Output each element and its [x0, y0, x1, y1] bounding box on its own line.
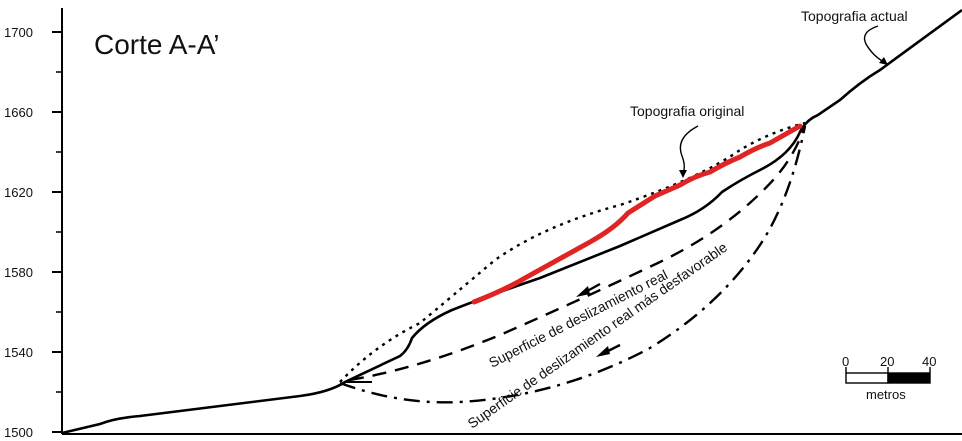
scale-bar: 0 20 40 metros [842, 354, 936, 402]
scale-bar-white-segment [845, 372, 889, 384]
unfavorable-slip-surface-dashdot-line [339, 125, 807, 404]
unfavorable-surface-arrowhead [596, 346, 610, 357]
y-tick-label: 1700 [4, 25, 33, 40]
scale-label-40: 40 [922, 354, 936, 369]
real-slip-surface-dashed-line [349, 125, 807, 382]
label-topografia-original: Topografia original [630, 103, 744, 119]
leader-topografia-original [679, 125, 699, 175]
y-tick-label: 1580 [4, 265, 33, 280]
leader-arrowhead-topografia-actual [879, 57, 888, 65]
figure-title: Corte A-A’ [94, 29, 220, 60]
y-tick-label: 1540 [4, 345, 33, 360]
scale-label-20: 20 [880, 354, 894, 369]
scale-unit-label: metros [866, 387, 906, 402]
label-superficie-desfavorable: Superficie de deslizamiento real más des… [465, 239, 731, 432]
y-tick-label: 1500 [4, 425, 33, 440]
original-topography-red-line [471, 123, 803, 305]
label-topografia-actual: Topografia actual [801, 8, 908, 24]
leader-topografia-actual [863, 25, 885, 63]
scale-label-0: 0 [842, 354, 849, 369]
scale-bar-black-segment [887, 372, 931, 384]
leader-arrowhead-topografia-original [679, 170, 687, 178]
current-topography-line [61, 8, 962, 435]
y-tick-label: 1660 [4, 105, 33, 120]
y-axis-minor-ticks [56, 71, 62, 393]
y-tick-label: 1620 [4, 185, 33, 200]
real-surface-arrowhead [576, 286, 590, 297]
y-axis-major-ticks [52, 31, 62, 433]
